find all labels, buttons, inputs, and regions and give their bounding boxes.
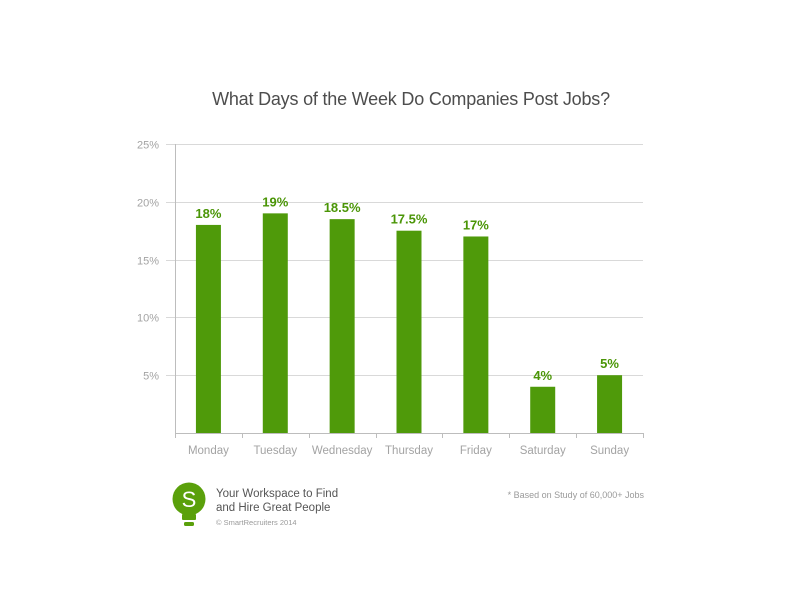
tagline-line-2: and Hire Great People	[216, 502, 331, 514]
x-tick-label: Friday	[460, 445, 492, 457]
x-tick-label: Sunday	[590, 445, 629, 457]
bars	[195, 213, 623, 433]
x-tick-label: Thursday	[385, 445, 433, 457]
chart-title: What Days of the Week Do Companies Post …	[212, 89, 610, 109]
smartrecruiters-logo: S	[172, 482, 206, 526]
logo-letter: S	[182, 487, 197, 512]
logo-bulb	[172, 482, 206, 516]
x-tick-label: Saturday	[520, 445, 566, 457]
x-tick-label: Wednesday	[312, 445, 373, 457]
tagline: Your Workspace to Find and Hire Great Pe…	[216, 487, 338, 515]
x-tick-label: Monday	[188, 445, 229, 457]
y-tick-label: 25%	[137, 140, 159, 152]
copyright-text: © SmartRecruiters 2014	[216, 518, 297, 527]
bar-wednesday	[329, 219, 355, 433]
data-label: 5%	[600, 356, 619, 371]
x-tick-label: Tuesday	[253, 445, 297, 457]
footnote: * Based on Study of 60,000+ Jobs	[507, 490, 644, 500]
bar-friday	[463, 236, 489, 433]
logo-bulb-base	[182, 514, 196, 520]
tagline-line-1: Your Workspace to Find	[216, 488, 339, 500]
bar-saturday	[530, 386, 556, 433]
data-label: 18%	[195, 206, 221, 221]
axes	[175, 144, 644, 438]
labels: 5% 10% 15% 20% 25% 18% Monday 19% Tuesday 18.5% We…	[137, 140, 629, 458]
data-label: 17%	[463, 217, 489, 232]
data-label: 19%	[262, 194, 288, 209]
logo-bulb-cap	[184, 522, 194, 526]
y-tick-label: 20%	[137, 198, 159, 210]
data-label: 17.5%	[391, 212, 428, 227]
bar-sunday	[597, 375, 623, 433]
y-tick-label: 10%	[137, 313, 159, 325]
y-tick-label: 5%	[143, 371, 159, 383]
data-label: 4%	[533, 368, 552, 383]
bar-thursday	[396, 230, 422, 433]
data-label: 18.5%	[324, 200, 361, 215]
bar-tuesday	[262, 213, 288, 433]
y-tick-label: 15%	[137, 256, 159, 268]
bar-monday	[195, 224, 221, 433]
